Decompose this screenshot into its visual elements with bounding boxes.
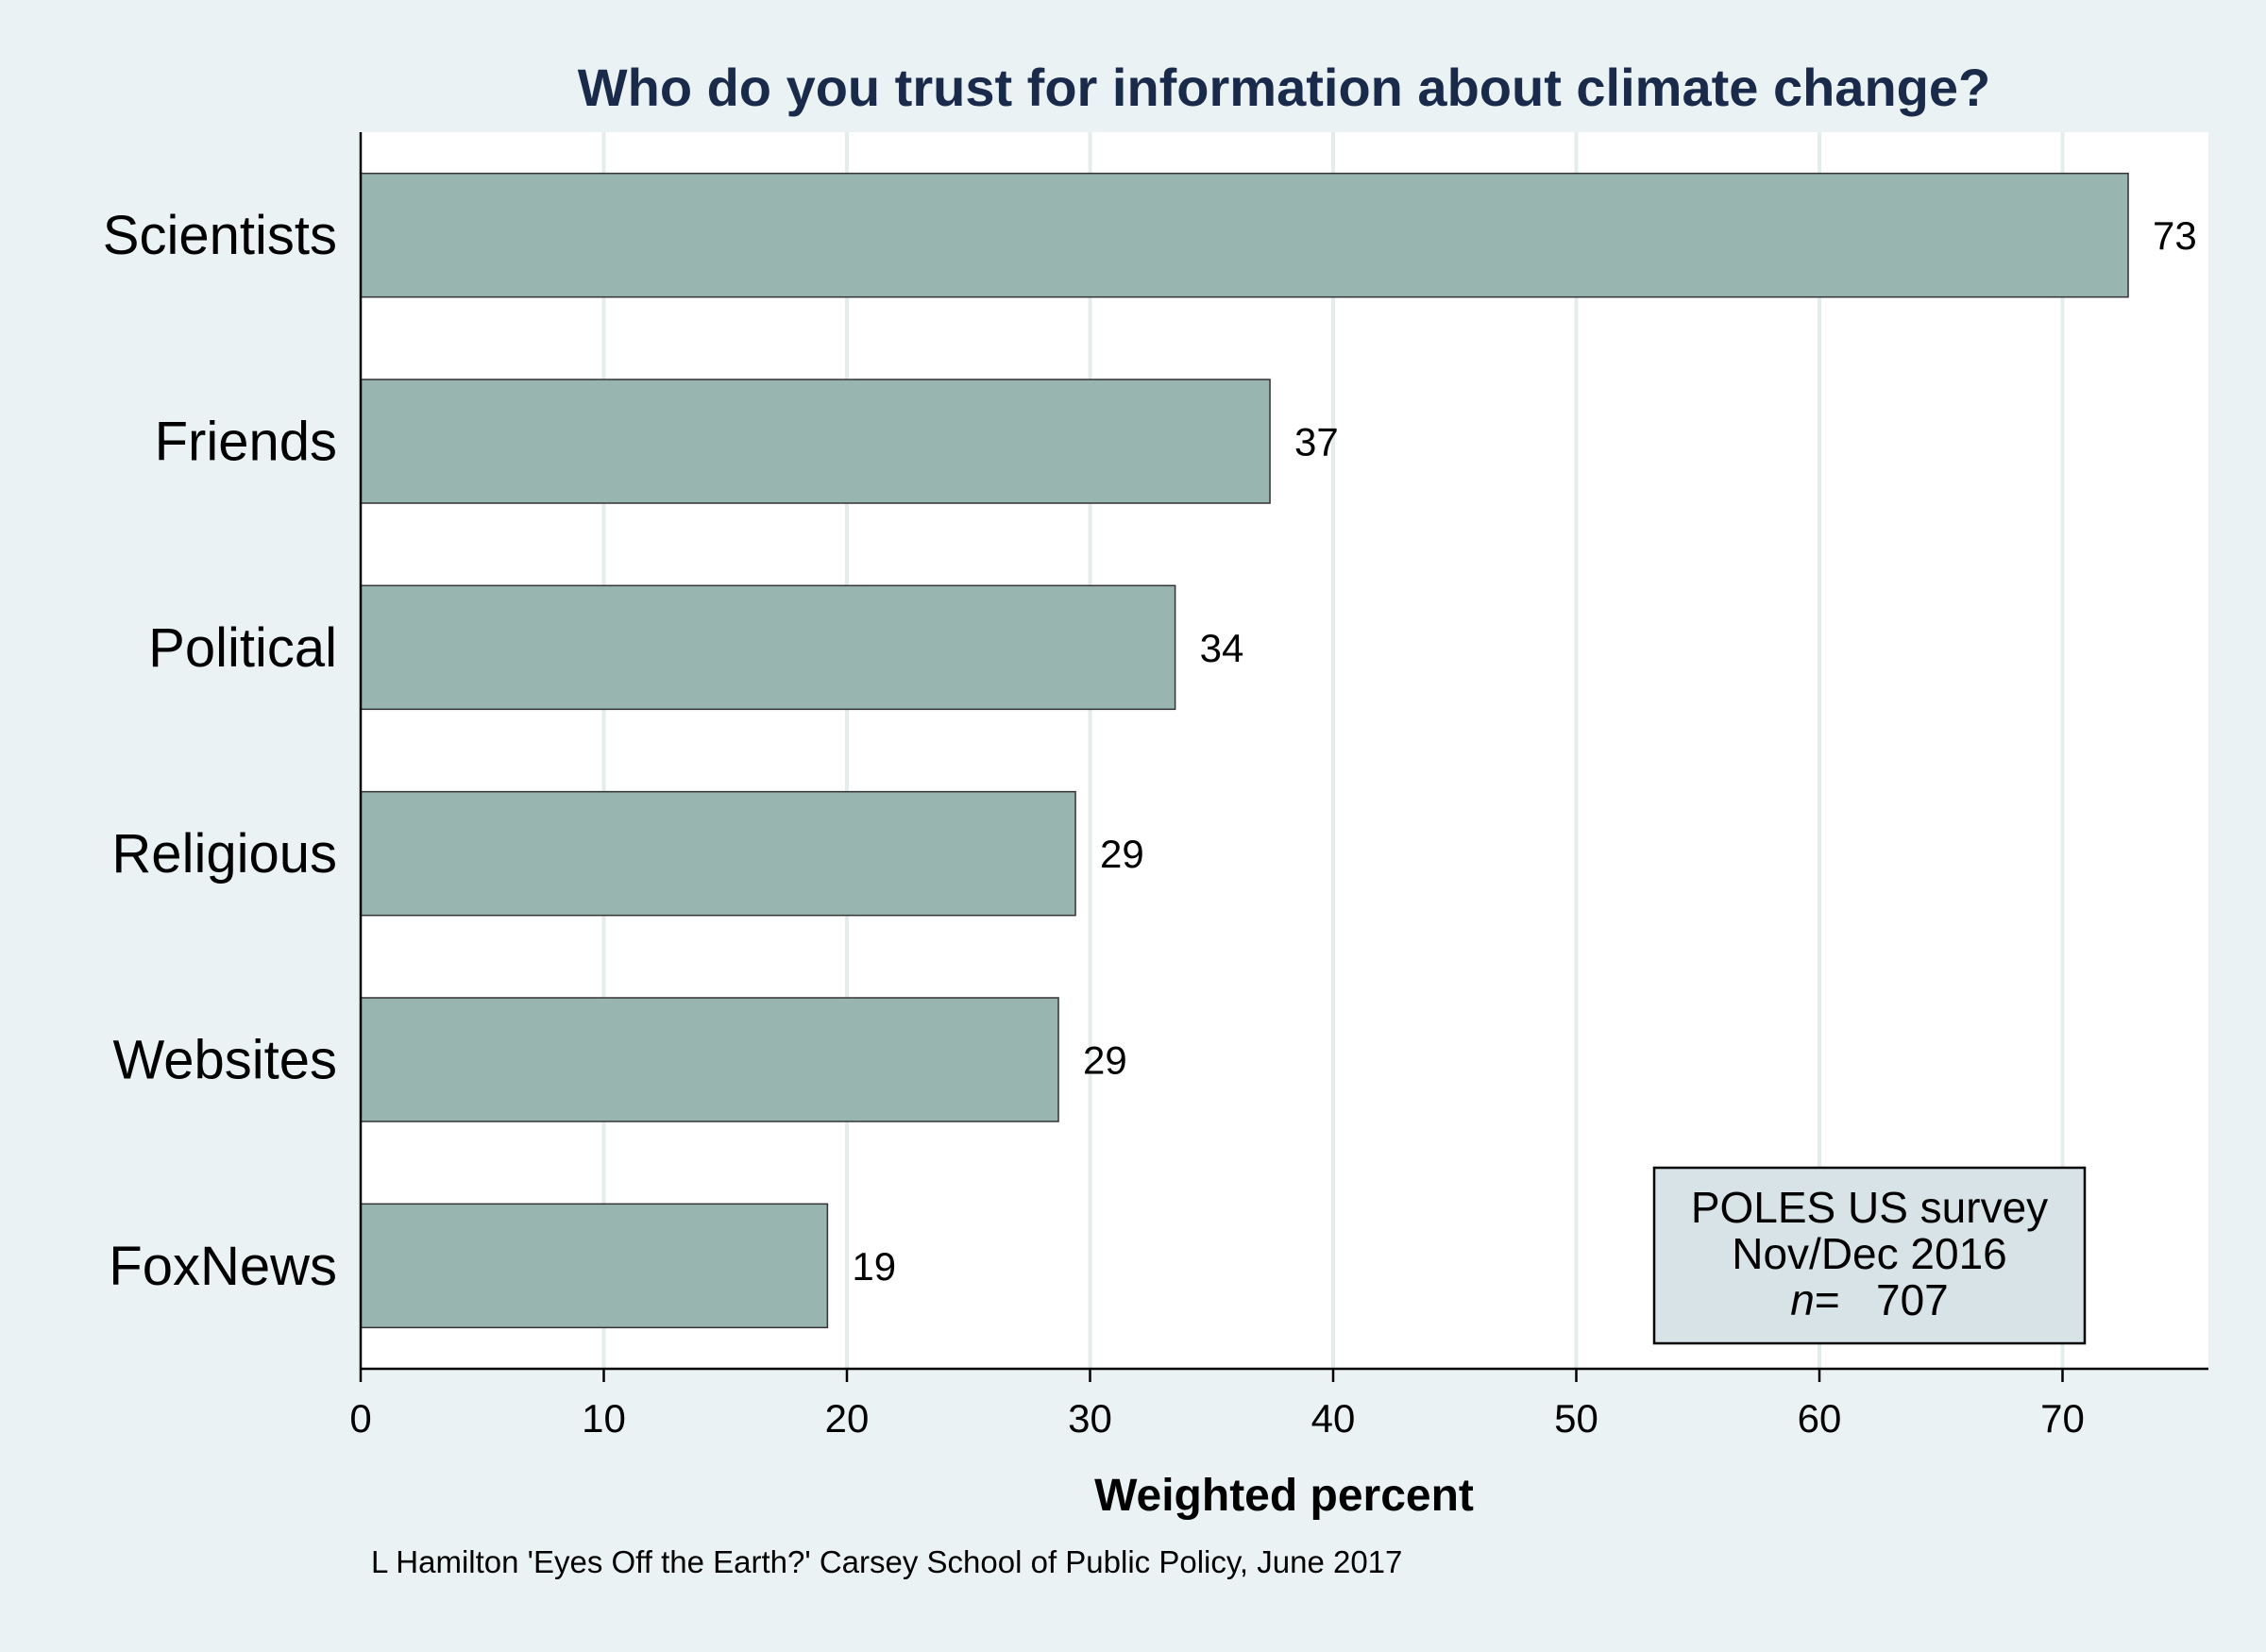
plot-area: [361, 132, 2208, 1369]
category-label-friends: Friends: [155, 412, 337, 473]
x-tick-label: 30: [1068, 1396, 1112, 1441]
x-axis-label: Weighted percent: [1094, 1471, 1474, 1521]
annotation-n-value: = 707: [1815, 1275, 1949, 1324]
category-label-scientists: Scientists: [103, 205, 337, 266]
annotation-line-date: Nov/Dec 2016: [1732, 1229, 2007, 1278]
value-labels: 73 37 34 29 29 19: [852, 213, 2196, 1289]
source-note: L Hamilton 'Eyes Off the Earth?' Carsey …: [371, 1544, 1402, 1579]
annotation-box-frame: [1652, 1166, 2087, 1345]
value-label-political: 34: [1200, 626, 1244, 670]
x-tick-label: 40: [1311, 1396, 1356, 1441]
category-label-websites: Websites: [113, 1030, 337, 1091]
category-label-religious: Religious: [111, 823, 337, 885]
chart-title: Who do you trust for information about c…: [578, 58, 1990, 117]
category-label-foxnews: FoxNews: [109, 1236, 337, 1297]
annotation-box: POLES US survey Nov/Dec 2016 n= 707: [1652, 1166, 2087, 1345]
annotation-line-survey: POLES US survey: [1691, 1183, 2048, 1232]
x-tick-label: 0: [349, 1396, 371, 1441]
x-tick-label: 20: [825, 1396, 870, 1441]
annotation-n-symbol: n: [1790, 1275, 1815, 1324]
gridlines: [601, 132, 2065, 1369]
category-label-political: Political: [148, 617, 337, 679]
x-tick-label: 60: [1798, 1396, 1842, 1441]
x-tick-label: 50: [1554, 1396, 1598, 1441]
x-tick-label: 10: [582, 1396, 626, 1441]
x-tick-label: 70: [2040, 1396, 2085, 1441]
bar-friends: [360, 379, 1271, 504]
annotation-line-n: n= 707: [1790, 1275, 1949, 1324]
bar-religious: [360, 790, 1076, 917]
value-label-religious: 29: [1100, 832, 1144, 876]
value-label-foxnews: 19: [852, 1244, 896, 1289]
bar-scientists: [360, 172, 2129, 298]
value-label-scientists: 73: [2153, 213, 2197, 258]
x-ticks: 0 10 20 30 40 50 60 70: [349, 1369, 2085, 1441]
bar-political: [360, 584, 1176, 711]
bars: [360, 172, 2129, 1329]
bar-foxnews: [360, 1203, 829, 1329]
bar-websites: [360, 997, 1059, 1122]
value-label-websites: 29: [1083, 1038, 1127, 1083]
category-labels: Scientists Friends Political Religious Websi…: [103, 205, 337, 1297]
value-label-friends: 37: [1294, 420, 1339, 464]
